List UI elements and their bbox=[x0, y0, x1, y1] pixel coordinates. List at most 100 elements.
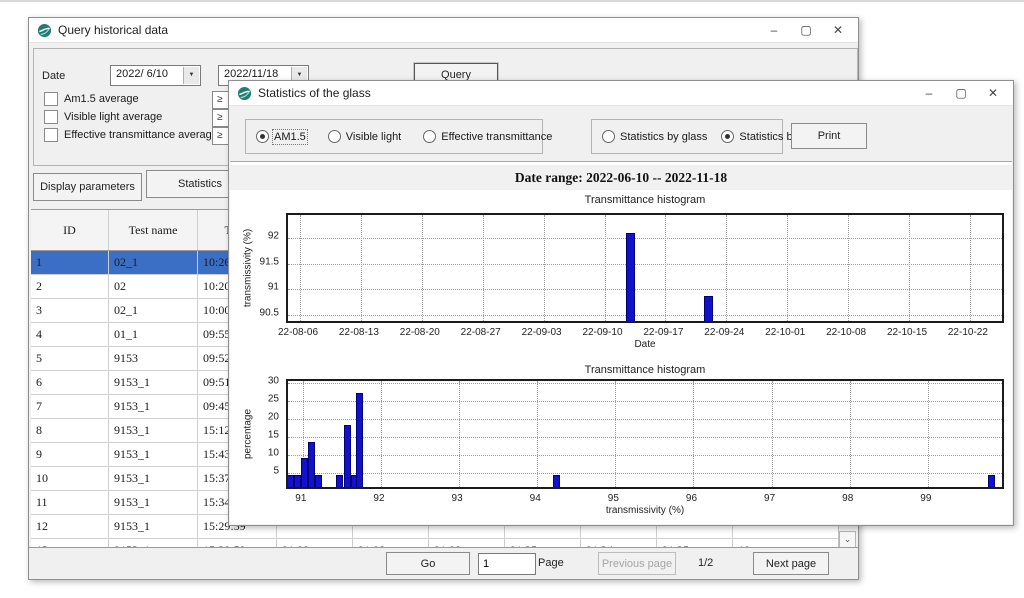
grid-line bbox=[665, 215, 666, 321]
x-tick-label: 98 bbox=[842, 493, 853, 504]
grid-line bbox=[909, 215, 910, 321]
radio-option[interactable]: Visible light bbox=[328, 130, 401, 143]
table-cell: 4 bbox=[31, 323, 109, 346]
histogram-bar bbox=[336, 475, 343, 489]
table-header-cell: ID bbox=[31, 210, 109, 250]
grid-line bbox=[772, 381, 773, 487]
statistics-of-the-glass-window: Statistics of the glass – ▢ ✕ AM1.5 Visib… bbox=[228, 80, 1014, 526]
minimize-icon[interactable]: – bbox=[913, 81, 945, 105]
table-header-cell: Test name bbox=[109, 210, 198, 250]
grid-line bbox=[615, 381, 616, 487]
checkbox-label: Effective transmittance average bbox=[64, 129, 218, 141]
table-cell: 12 bbox=[31, 515, 109, 538]
table-cell: 9153_1 bbox=[109, 395, 198, 418]
title-bar[interactable]: Statistics of the glass – ▢ ✕ bbox=[229, 81, 1013, 106]
table-cell: 7 bbox=[31, 395, 109, 418]
histogram-bar bbox=[287, 475, 294, 489]
go-button[interactable]: Go bbox=[386, 552, 470, 575]
x-tick-label: 92 bbox=[373, 493, 384, 504]
grid-line bbox=[544, 215, 545, 321]
checkbox-label: Visible light average bbox=[64, 111, 162, 123]
y-tick-label: 92 bbox=[268, 231, 279, 242]
radio-option[interactable]: AM1.5 bbox=[256, 130, 306, 143]
x-tick-label: 22-08-20 bbox=[400, 327, 440, 338]
table-cell: 9153_1 bbox=[109, 419, 198, 442]
grid-line bbox=[288, 289, 1002, 290]
x-tick-label: 22-09-03 bbox=[522, 327, 562, 338]
next-page-button[interactable]: Next page bbox=[753, 552, 829, 575]
grid-line bbox=[693, 381, 694, 487]
table-cell: 02 bbox=[109, 275, 198, 298]
filter-checkbox-row: Visible light average bbox=[44, 109, 162, 125]
grid-line bbox=[726, 215, 727, 321]
print-button[interactable]: Print bbox=[791, 123, 867, 149]
x-axis-label: Date bbox=[634, 339, 655, 350]
x-tick-label: 97 bbox=[764, 493, 775, 504]
histogram-bar bbox=[704, 296, 713, 323]
table-cell: 9153_1 bbox=[109, 371, 198, 394]
x-tick-label: 94 bbox=[530, 493, 541, 504]
title-bar[interactable]: Query historical data – ▢ ✕ bbox=[29, 18, 858, 43]
radio-option[interactable]: Statistics by glass bbox=[602, 130, 707, 143]
y-tick-label: 20 bbox=[268, 411, 279, 422]
x-tick-label: 96 bbox=[686, 493, 697, 504]
histogram-bar bbox=[344, 425, 351, 489]
page-number-input[interactable] bbox=[478, 553, 536, 575]
table-cell: 9 bbox=[31, 443, 109, 466]
grid-line bbox=[928, 381, 929, 487]
grid-line bbox=[288, 264, 1002, 265]
radio-label: AM1.5 bbox=[274, 131, 306, 143]
page-indicator: 1/2 bbox=[698, 557, 713, 569]
checkbox[interactable] bbox=[44, 110, 58, 124]
x-axis-label: transmissivity (%) bbox=[606, 505, 684, 516]
chevron-down-icon[interactable]: ▼ bbox=[183, 67, 199, 84]
screen-top-divider bbox=[0, 0, 1024, 2]
checkbox[interactable] bbox=[44, 128, 58, 142]
x-tick-label: 22-10-15 bbox=[887, 327, 927, 338]
x-tick-label: 22-10-22 bbox=[948, 327, 988, 338]
histogram-bar bbox=[553, 475, 560, 489]
table-cell: 8 bbox=[31, 419, 109, 442]
x-tick-label: 22-08-27 bbox=[461, 327, 501, 338]
minimize-icon[interactable]: – bbox=[758, 18, 790, 42]
radio-icon bbox=[721, 130, 734, 143]
maximize-icon[interactable]: ▢ bbox=[790, 18, 822, 42]
table-cell: 10 bbox=[31, 467, 109, 490]
radio-option[interactable]: Effective transmittance bbox=[423, 130, 552, 143]
y-tick-label: 15 bbox=[268, 429, 279, 440]
grid-line bbox=[288, 473, 1002, 474]
y-tick-label: 25 bbox=[268, 393, 279, 404]
mode-radio-group: Statistics by glassStatistics by date bbox=[591, 119, 783, 154]
display-parameters-button[interactable]: Display parameters bbox=[33, 173, 142, 201]
page-label: Page bbox=[538, 557, 564, 569]
close-icon[interactable]: ✕ bbox=[822, 18, 854, 42]
window-title: Query historical data bbox=[58, 23, 168, 37]
x-tick-label: 22-10-08 bbox=[826, 327, 866, 338]
pagination-bar: Go Page Previous page 1/2 Next page bbox=[29, 547, 858, 579]
previous-page-button[interactable]: Previous page bbox=[598, 552, 676, 575]
x-tick-label: 22-09-17 bbox=[643, 327, 683, 338]
maximize-icon[interactable]: ▢ bbox=[945, 81, 977, 105]
table-cell: 01_1 bbox=[109, 323, 198, 346]
date-from-dropdown[interactable]: 2022/ 6/10 ▼ bbox=[110, 65, 201, 86]
grid-line bbox=[422, 215, 423, 321]
table-cell: 1 bbox=[31, 251, 109, 274]
x-tick-label: 22-08-06 bbox=[278, 327, 318, 338]
table-cell: 2 bbox=[31, 275, 109, 298]
radio-label: Visible light bbox=[346, 131, 401, 143]
close-icon[interactable]: ✕ bbox=[977, 81, 1009, 105]
table-cell: 9153_1 bbox=[109, 491, 198, 514]
grid-line bbox=[300, 215, 301, 321]
x-tick-label: 91 bbox=[295, 493, 306, 504]
grid-line bbox=[850, 381, 851, 487]
checkbox[interactable] bbox=[44, 92, 58, 106]
grid-line bbox=[288, 455, 1002, 456]
y-axis-label: transmissivity (%) bbox=[243, 229, 254, 307]
transmittance-distribution-chart: 91929394959697989951015202530percentaget… bbox=[286, 379, 1004, 489]
histogram-bar bbox=[294, 475, 301, 489]
x-tick-label: 22-09-24 bbox=[704, 327, 744, 338]
radio-icon bbox=[328, 130, 341, 143]
chart2-title: Transmittance histogram bbox=[286, 364, 1004, 376]
x-tick-label: 22-08-13 bbox=[339, 327, 379, 338]
grid-line bbox=[787, 215, 788, 321]
